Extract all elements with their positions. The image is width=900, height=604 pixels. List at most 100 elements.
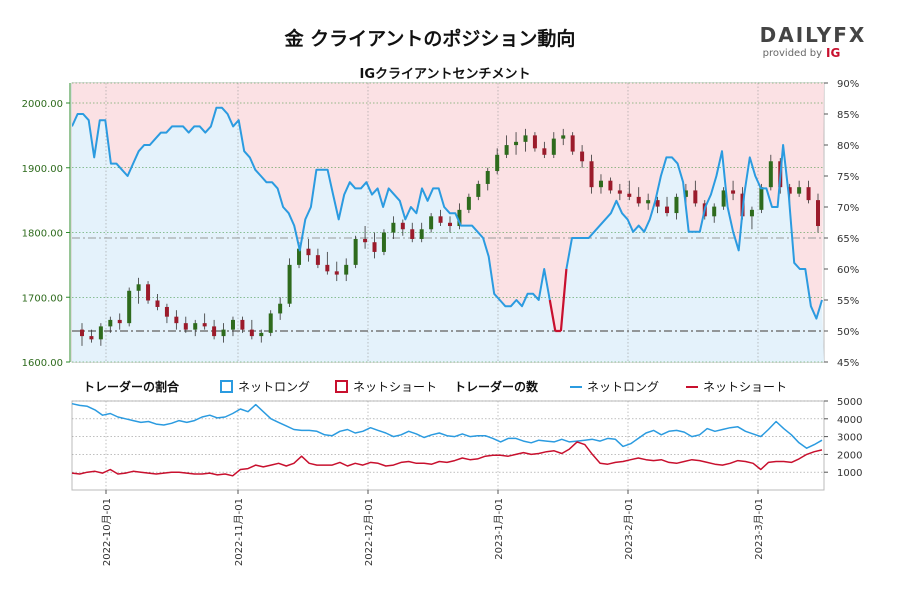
candle-body xyxy=(117,319,122,324)
legend: トレーダーの割合 ネットロング ネットショート トレーダーの数 ネットロング ネ… xyxy=(83,379,787,394)
candle-body xyxy=(532,135,537,149)
percent-tick-label: 75% xyxy=(837,172,859,183)
percent-tick-label: 55% xyxy=(837,296,859,307)
candle-body xyxy=(240,319,245,330)
legend-ratio-title: トレーダーの割合 xyxy=(83,379,180,394)
candle-body xyxy=(136,284,141,291)
candle-body xyxy=(683,190,688,197)
candle-body xyxy=(523,135,528,142)
date-tick-label: 2023-1月-01 xyxy=(493,498,505,560)
candle-body xyxy=(344,264,349,275)
candle-body xyxy=(146,284,151,301)
percent-tick-label: 90% xyxy=(837,79,859,90)
candle-body xyxy=(542,148,547,155)
date-tick-label: 2022-10月-01 xyxy=(101,498,113,566)
legend-short-box xyxy=(335,380,348,393)
trader-count-panel: 1000 2000 3000 4000 5000 xyxy=(71,397,862,491)
candle-body xyxy=(429,216,434,230)
legend-long-ratio-label: ネットロング xyxy=(238,380,310,394)
candle-body xyxy=(372,242,377,252)
candle-body xyxy=(448,222,452,227)
price-tick-label: 1700.00 xyxy=(22,293,63,304)
count-tick-label: 2000 xyxy=(837,450,862,461)
candle-body xyxy=(466,196,471,210)
net-short-count-line xyxy=(71,441,823,477)
candle-body xyxy=(381,232,386,252)
candle-body xyxy=(80,329,84,337)
candle-body xyxy=(108,319,113,327)
candle-body xyxy=(636,196,641,204)
percent-tick-label: 60% xyxy=(837,265,859,276)
net-long-count-line xyxy=(71,402,823,449)
candle-body xyxy=(193,323,198,330)
price-sentiment-panel: 1600.00 1700.00 1800.00 1900.00 2000.00 45% 5… xyxy=(22,79,860,369)
candle-body xyxy=(202,323,207,327)
candle-body xyxy=(797,187,802,194)
candle-body xyxy=(419,229,424,239)
candle-body xyxy=(249,329,254,337)
candle-body xyxy=(259,332,264,337)
candle-body xyxy=(749,209,754,217)
candle-body xyxy=(221,329,226,337)
candle-body xyxy=(712,206,717,217)
candle-body xyxy=(89,336,94,340)
percent-tick-label: 65% xyxy=(837,234,859,245)
page-title: 金 クライアントのポジション動向 xyxy=(284,27,576,50)
count-tick-label: 4000 xyxy=(837,415,862,426)
percent-tick-label: 85% xyxy=(837,110,859,121)
candle-body xyxy=(721,190,726,207)
candle-body xyxy=(212,326,217,337)
candle-body xyxy=(400,222,405,230)
candle-body xyxy=(674,196,679,214)
net-long-ratio-line xyxy=(72,106,823,320)
reference-lines xyxy=(72,237,824,332)
price-axis-ticks: 1600.00 1700.00 1800.00 1900.00 2000.00 xyxy=(22,99,70,369)
net-short-ratio-line xyxy=(548,268,568,333)
candle-body xyxy=(816,200,820,227)
candle-body xyxy=(731,190,736,194)
candle-body xyxy=(391,222,396,233)
legend-short-count-label: ネットショート xyxy=(703,380,787,394)
candle-body xyxy=(127,290,132,324)
candle-body xyxy=(183,323,188,330)
candle-body xyxy=(627,193,632,197)
chart-subtitle: IGクライアントセンチメント xyxy=(360,67,531,82)
date-tick-label: 2023-2月-01 xyxy=(623,498,635,560)
legend-count-title: トレーダーの数 xyxy=(454,379,539,394)
date-tick-label: 2022-11月-01 xyxy=(233,498,245,566)
candle-body xyxy=(504,145,509,155)
candle-body xyxy=(164,306,169,317)
candle-body xyxy=(693,190,698,204)
candle-body xyxy=(759,187,764,210)
bottom-plot-frame xyxy=(71,400,825,491)
dailyfx-logo: DAILYFX xyxy=(760,23,867,47)
candle-body xyxy=(306,248,311,256)
candle-body xyxy=(268,313,273,333)
candle-body xyxy=(98,326,103,340)
percent-tick-label: 50% xyxy=(837,327,859,338)
date-axis: 2022-10月-01 2022-11月-01 2022-12月-01 2023-1月… xyxy=(101,490,765,566)
percent-axis-ticks: 45% 50% 55% 60% 65% 70% 75% 80% 85% 90% xyxy=(824,79,859,369)
percent-tick-label: 80% xyxy=(837,141,859,152)
candle-body xyxy=(410,229,415,239)
date-tick-label: 2022-12月-01 xyxy=(363,498,375,566)
candle-body xyxy=(589,161,594,188)
percent-tick-label: 45% xyxy=(837,358,859,369)
candle-body xyxy=(495,154,500,171)
sentiment-fills xyxy=(72,83,824,362)
price-tick-label: 2000.00 xyxy=(22,99,63,110)
count-axis-ticks: 1000 2000 3000 4000 5000 xyxy=(824,397,862,479)
candle-body xyxy=(325,264,330,272)
count-tick-label: 1000 xyxy=(837,468,862,479)
sentiment-line-group xyxy=(72,106,823,333)
count-lines xyxy=(71,402,823,477)
candle-body xyxy=(287,264,292,304)
price-tick-label: 1600.00 xyxy=(22,358,63,369)
candle-body xyxy=(655,200,660,207)
candle-body xyxy=(155,300,160,307)
legend-long-box xyxy=(220,380,233,393)
candle-body xyxy=(514,141,519,146)
candle-body xyxy=(608,180,613,191)
candle-body xyxy=(297,248,302,265)
